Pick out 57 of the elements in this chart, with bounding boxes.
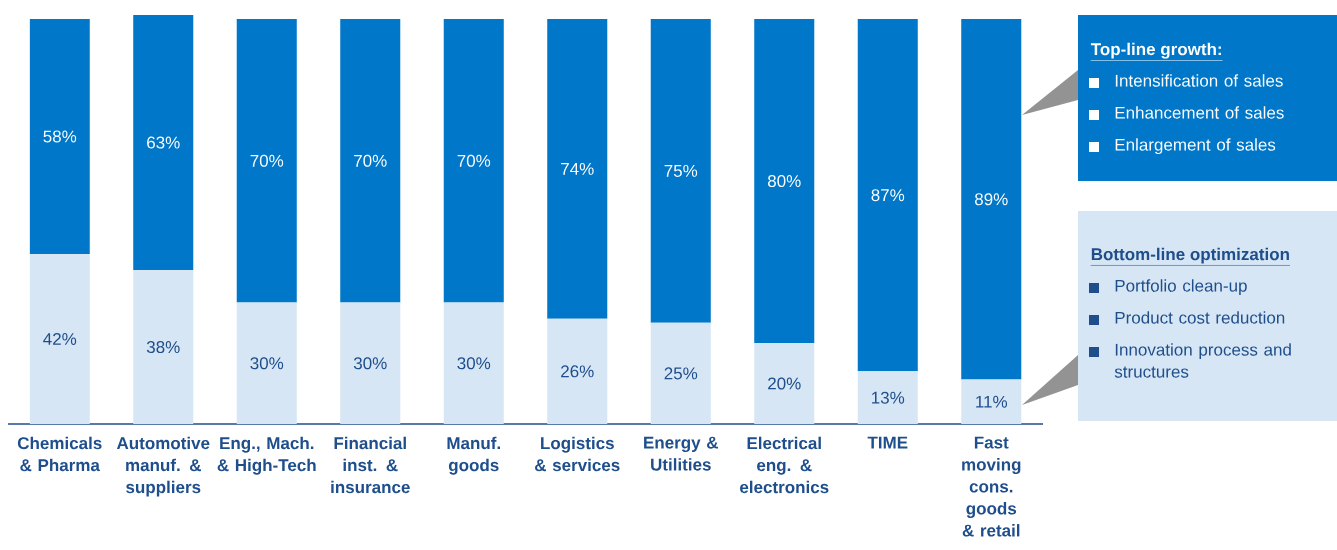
text: Innovation process and structures xyxy=(1114,343,1291,378)
text: Bottom-line optimization xyxy=(1091,247,1289,264)
x-tick-label: Energy & Utilities xyxy=(644,436,719,471)
x-tick-label: Logistics & services xyxy=(535,436,620,472)
data-label: 87% xyxy=(871,189,905,202)
bar xyxy=(340,19,401,303)
bar xyxy=(236,19,297,303)
bar xyxy=(133,270,194,424)
data-label: 25% xyxy=(664,367,698,380)
bar xyxy=(29,253,90,424)
data-label: 38% xyxy=(146,341,180,354)
x-tick-label: Financial inst. & insurance xyxy=(331,436,410,494)
bar xyxy=(133,14,194,271)
bar xyxy=(443,302,504,424)
bar xyxy=(650,322,711,424)
x-tick-label: Chemicals & Pharma xyxy=(17,436,102,472)
data-label: 11% xyxy=(976,395,1008,408)
x-tick-label: TIME xyxy=(867,436,908,449)
text: Enlargement of sales xyxy=(1115,138,1276,155)
data-label: 26% xyxy=(561,365,594,378)
text: Enhancement of sales xyxy=(1115,106,1284,119)
data-label: 30% xyxy=(353,357,387,370)
data-label: 70% xyxy=(354,154,387,167)
bar xyxy=(547,318,608,424)
bar xyxy=(340,302,401,424)
data-label: 80% xyxy=(767,175,801,188)
data-label: 70% xyxy=(457,154,491,167)
bar xyxy=(754,343,815,424)
text: Top-line growth: xyxy=(1090,42,1221,59)
bar xyxy=(857,19,918,372)
x-tick-label: Automotive manuf. & suppliers xyxy=(116,436,210,497)
text: Product cost reduction xyxy=(1115,311,1285,324)
bar xyxy=(857,371,918,424)
data-label: 30% xyxy=(457,357,491,370)
data-label: 13% xyxy=(872,391,905,404)
bar xyxy=(754,19,815,344)
data-label: 58% xyxy=(43,130,77,143)
data-label: 30% xyxy=(250,357,284,370)
text: Portfolio clean-up xyxy=(1115,279,1247,296)
bar xyxy=(443,19,504,303)
bar xyxy=(547,19,608,319)
data-label: 63% xyxy=(147,136,180,149)
data-label: 70% xyxy=(250,154,284,167)
data-label: 89% xyxy=(974,193,1008,206)
bar xyxy=(961,19,1022,380)
text: Intensification of sales xyxy=(1115,74,1283,87)
data-label: 75% xyxy=(664,164,698,177)
data-label: 20% xyxy=(768,377,801,390)
data-label: 74% xyxy=(561,162,594,175)
bar xyxy=(29,19,90,254)
x-tick-label: Eng., Mach. & High-Tech xyxy=(217,436,316,475)
x-tick-label: Electrical eng. & electronics xyxy=(740,436,829,494)
bar xyxy=(650,19,711,323)
data-label: 42% xyxy=(43,332,77,345)
x-tick-label: Manuf. goods xyxy=(447,436,500,475)
x-tick-label: Fast moving cons. goods & retail xyxy=(962,436,1021,537)
bar xyxy=(236,302,297,424)
